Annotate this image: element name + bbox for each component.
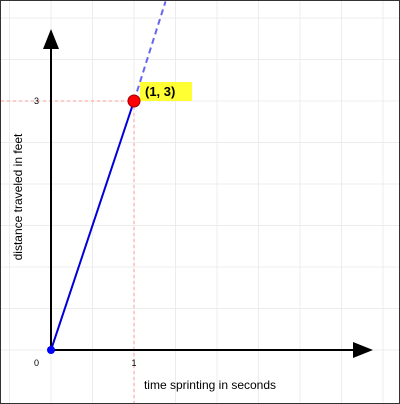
data-points: (1, 3)	[47, 82, 192, 354]
data-point-highlight	[127, 94, 141, 108]
point-label-highlight	[140, 82, 192, 101]
extension-line	[133, 1, 167, 102]
y-axis-title: distance traveled in feet	[11, 133, 25, 260]
x-axis-arrow-icon	[353, 342, 373, 358]
y-tick-label: 3	[34, 96, 39, 106]
y-axis-arrow-icon	[43, 29, 59, 49]
axes	[43, 29, 373, 358]
origin-label: 0	[34, 358, 39, 368]
x-tick-label: 1	[131, 358, 136, 368]
data-line	[50, 100, 135, 351]
series-lines	[50, 1, 167, 351]
guide-lines	[1, 100, 135, 403]
x-axis-title: time sprinting in seconds	[144, 378, 276, 392]
data-point	[47, 346, 55, 354]
point-label: (1, 3)	[145, 84, 175, 99]
tick-labels: 1 3 0	[34, 96, 137, 368]
